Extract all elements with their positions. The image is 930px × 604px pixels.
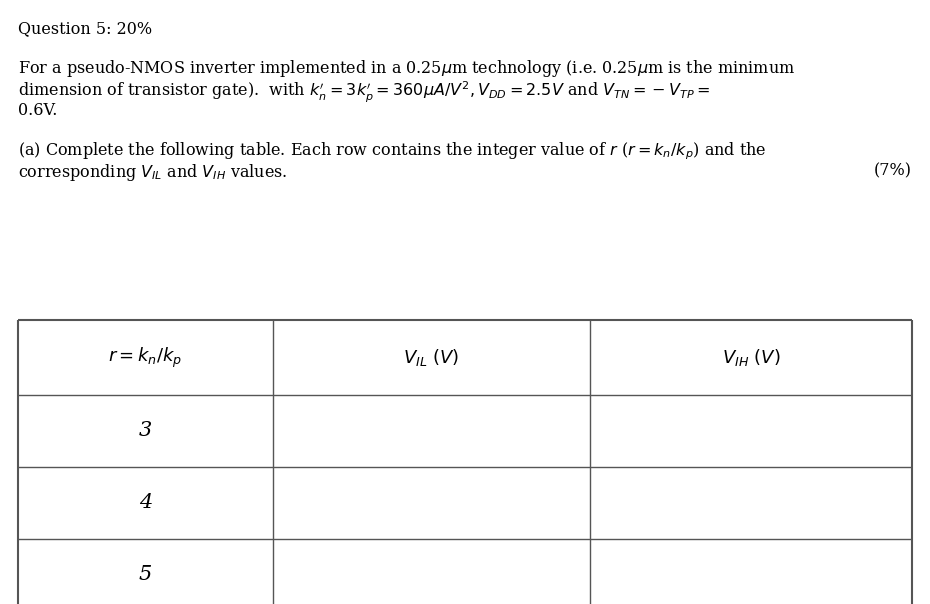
Text: Question 5: 20%: Question 5: 20% bbox=[18, 20, 153, 37]
Text: 3: 3 bbox=[139, 422, 152, 440]
Text: 0.6V.: 0.6V. bbox=[18, 102, 58, 119]
Text: $V_{IL}$ $(V)$: $V_{IL}$ $(V)$ bbox=[404, 347, 459, 368]
Text: corresponding $V_{IL}$ and $V_{IH}$ values.: corresponding $V_{IL}$ and $V_{IH}$ valu… bbox=[18, 162, 287, 183]
Text: dimension of transistor gate).  with $k_n' = 3k_p' = 360\mu A/V^2, V_{DD} = 2.5V: dimension of transistor gate). with $k_n… bbox=[18, 80, 711, 105]
Text: (7%): (7%) bbox=[874, 162, 912, 179]
Text: For a pseudo-NMOS inverter implemented in a 0.25$\mu$m technology (i.e. 0.25$\mu: For a pseudo-NMOS inverter implemented i… bbox=[18, 58, 795, 79]
Text: $V_{IH}$ $(V)$: $V_{IH}$ $(V)$ bbox=[722, 347, 780, 368]
Text: (a) Complete the following table. Each row contains the integer value of $r$ ($r: (a) Complete the following table. Each r… bbox=[18, 140, 766, 162]
Text: 5: 5 bbox=[139, 565, 152, 585]
Text: 4: 4 bbox=[139, 493, 152, 513]
Text: $r = k_n/k_p$: $r = k_n/k_p$ bbox=[108, 345, 182, 370]
